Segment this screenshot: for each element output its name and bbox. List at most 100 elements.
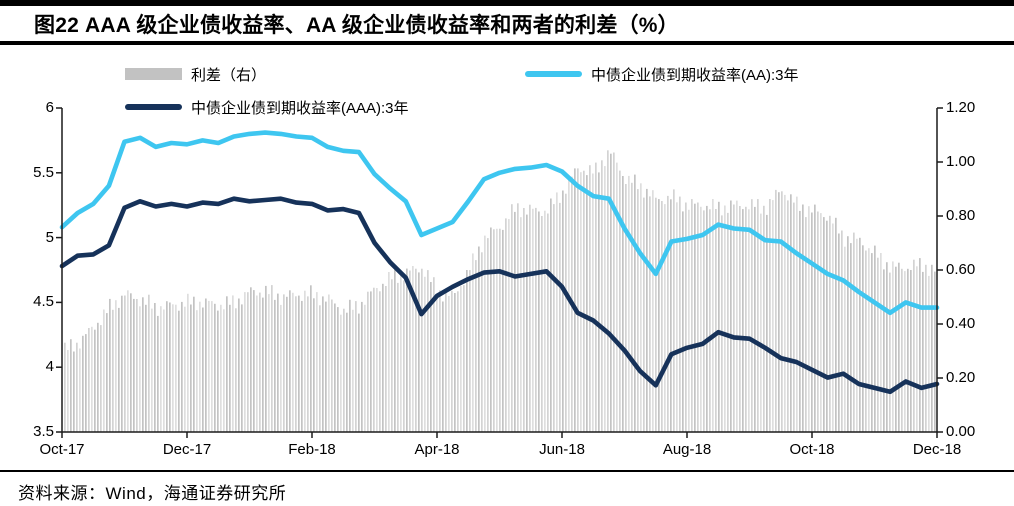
spread-bar	[493, 229, 495, 432]
spread-bar	[511, 204, 513, 432]
spread-bar	[520, 217, 522, 432]
spread-bar	[202, 307, 204, 432]
spread-bar	[466, 270, 468, 432]
spread-bar	[232, 295, 234, 432]
spread-bar	[370, 291, 372, 432]
spread-bar	[151, 308, 153, 432]
spread-bar	[166, 301, 168, 432]
spread-bar	[856, 238, 858, 432]
spread-bar	[562, 190, 564, 432]
spread-bar	[181, 301, 183, 432]
spread-bar	[499, 228, 501, 432]
aa-line-swatch	[525, 71, 582, 77]
spread-bar	[886, 262, 888, 432]
spread-bar	[826, 220, 828, 432]
x-axis-tick-label: Feb-18	[288, 441, 336, 458]
spread-bar	[907, 268, 909, 432]
spread-bar	[814, 204, 816, 432]
spread-bar	[193, 296, 195, 432]
spread-bar	[334, 303, 336, 432]
spread-bar	[634, 174, 636, 432]
spread-bar	[613, 152, 615, 432]
spread-bar	[709, 209, 711, 432]
spread-bar	[286, 296, 288, 432]
spread-bar	[541, 216, 543, 432]
spread-bar	[688, 209, 690, 432]
spread-bar	[481, 252, 483, 432]
spread-bar	[934, 271, 936, 432]
aaa-yield-line	[59, 196, 940, 395]
spread-bar	[67, 350, 69, 432]
spread-bar	[217, 310, 219, 432]
left-axis-tick-label: 4	[45, 358, 54, 375]
plot-area	[56, 107, 943, 438]
spread-bar	[631, 182, 633, 432]
x-axis-tick-label: Jun-18	[539, 441, 585, 458]
spread-bar	[697, 202, 699, 432]
spread-bar	[208, 300, 210, 432]
spread-bar	[421, 268, 423, 432]
spread-bar	[106, 313, 108, 432]
spread-bar	[835, 217, 837, 432]
spread-bar	[817, 211, 819, 432]
spread-bar	[91, 326, 93, 432]
spread-bar	[754, 206, 756, 432]
spread-bar	[388, 272, 390, 432]
spread-bar	[673, 189, 675, 432]
spread-bar	[274, 299, 276, 432]
spread-bar	[124, 295, 126, 432]
spread-bar	[862, 245, 864, 432]
spread-bar	[694, 203, 696, 432]
spread-bar	[148, 294, 150, 432]
spread-bar	[859, 237, 861, 432]
spread-bar	[487, 238, 489, 432]
spread-bar	[163, 309, 165, 432]
spread-bar	[790, 194, 792, 432]
spread-bar	[358, 313, 360, 432]
spread-bar	[457, 291, 459, 432]
spread-bar	[346, 312, 348, 432]
spread-bar	[784, 194, 786, 432]
spread-bar	[235, 308, 237, 432]
spread-bar	[478, 246, 480, 432]
spread-bar	[211, 301, 213, 432]
left-axis-labels: 3.5 4 4.5 5 5.5 6	[0, 99, 54, 440]
spread-bar	[604, 166, 606, 432]
spread-bar	[265, 285, 267, 432]
spread-bar	[781, 191, 783, 432]
spread-bar	[283, 294, 285, 432]
spread-bar	[871, 253, 873, 432]
spread-bar	[793, 202, 795, 432]
title-underline-rule	[0, 41, 1014, 45]
spread-bar	[637, 189, 639, 432]
spread-bar	[538, 211, 540, 432]
spread-bar	[556, 192, 558, 432]
spread-bar	[691, 199, 693, 432]
right-axis-tick-label: 0.80	[946, 207, 976, 224]
spread-bar	[718, 201, 720, 432]
spread-bar	[655, 197, 657, 432]
spread-bar	[544, 210, 546, 432]
spread-bar	[598, 172, 600, 432]
spread-bar	[214, 303, 216, 432]
spread-bar	[664, 204, 666, 432]
spread-bar	[616, 162, 618, 432]
spread-bar	[160, 306, 162, 432]
spread-bar	[223, 309, 225, 432]
spread-bar	[337, 307, 339, 432]
spread-bar	[715, 209, 717, 432]
spread-bar	[586, 175, 588, 432]
spread-bar	[349, 299, 351, 432]
legend-label-aa: 中债企业债到期收益率(AA):3年	[591, 66, 799, 84]
spread-bar	[553, 204, 555, 432]
spread-bar	[796, 196, 798, 432]
spread-bar	[310, 285, 312, 432]
spread-bar	[73, 351, 75, 432]
legend-item-aaa: 中债企业债到期收益率(AAA):3年	[125, 97, 409, 117]
spread-bar	[340, 314, 342, 432]
spread-bar	[103, 309, 105, 432]
spread-bar	[931, 264, 933, 432]
spread-bar	[145, 304, 147, 432]
spread-bar	[595, 162, 597, 432]
spread-bar	[601, 160, 603, 433]
